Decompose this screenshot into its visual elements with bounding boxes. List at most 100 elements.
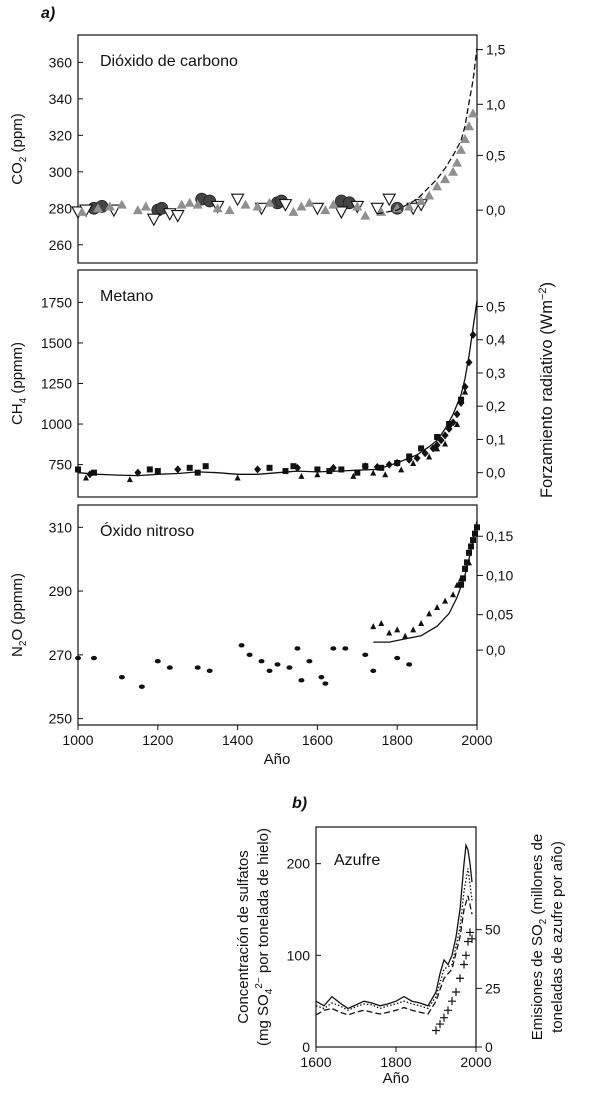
radiative-forcing-label: Forzamiento radiativo (Wm−2)	[537, 282, 556, 498]
right-tick-label-ch4: 0,3	[486, 365, 506, 381]
point-n2o-dots	[362, 652, 369, 658]
point-ch4-triangles	[350, 472, 357, 479]
left-tick-label-co2: 260	[49, 237, 73, 253]
point-sulfur-emissions-crosses	[440, 1013, 448, 1022]
point-co2-grey-triangles	[184, 197, 195, 207]
point-n2o-dots	[406, 662, 413, 667]
point-ch4-squares	[154, 468, 161, 475]
point-n2o-triangles	[410, 626, 417, 633]
right-tick-label-co2: 1,5	[486, 42, 506, 58]
sulfate-ylabel-sup: 2−	[254, 977, 265, 989]
point-co2-grey-triangles	[416, 195, 427, 205]
point-ch4-diamonds	[457, 398, 465, 407]
right-tick-label-sulfur: 0	[485, 1039, 493, 1055]
ylabel-co2: CO2 (ppm)	[9, 113, 29, 184]
emissions-ylabel-line1: Emisiones de SO2 (millones de	[529, 834, 549, 1041]
point-ch4-diamonds	[254, 465, 262, 474]
point-n2o-squares	[460, 575, 467, 582]
right-tick-label-ch4: 0,5	[486, 298, 506, 314]
ylabel-main: CO	[9, 162, 26, 185]
point-co2-grey-triangles	[240, 199, 251, 209]
point-n2o-dots	[342, 646, 349, 651]
chart-co2: 260 280 300 320 340 360 0,0 0,5 1,0 1,5 Dióxido de…	[9, 34, 506, 264]
point-co2-grey-triangles	[448, 166, 459, 176]
panel-title-n2o: Óxido nitroso	[100, 521, 194, 540]
point-co2-grey-triangles	[176, 199, 187, 209]
point-ch4-triangles	[442, 440, 449, 447]
panel-a-label: a)	[41, 5, 55, 22]
point-co2-down-triangles	[278, 199, 293, 212]
left-tick-label-ch4: 1250	[41, 376, 72, 392]
point-co2-grey-triangles	[140, 201, 151, 211]
point-co2-grey-triangles	[440, 174, 451, 184]
point-n2o-squares	[474, 524, 480, 531]
point-co2-grey-triangles	[104, 201, 115, 211]
series-line-sulfur-dashed	[315, 895, 473, 1016]
point-co2-grey-triangles	[460, 133, 471, 143]
right-tick-label-ch4: 0,2	[486, 398, 506, 414]
point-n2o-dots	[266, 668, 273, 673]
point-co2-grey-triangles	[452, 157, 463, 167]
point-ch4-triangles	[298, 472, 305, 479]
left-tick-label-ch4: 1000	[41, 416, 72, 432]
point-co2-grey-triangles	[352, 201, 363, 211]
point-co2-down-triangles	[230, 193, 245, 207]
point-co2-grey-triangles	[432, 181, 443, 191]
point-n2o-dots	[330, 646, 337, 651]
point-ch4-diamonds	[465, 358, 473, 367]
sulfate-ylabel-part: (mg SO	[255, 994, 272, 1046]
emissions-ylabel-part: Emisiones de SO	[529, 924, 546, 1040]
point-co2-grey-triangles	[92, 203, 103, 213]
point-n2o-dots	[154, 659, 161, 664]
point-n2o-dots	[90, 655, 97, 661]
point-ch4-triangles	[126, 476, 133, 483]
ylabel-sub: 4	[18, 397, 29, 403]
point-ch4-triangles	[82, 474, 89, 481]
point-ch4-squares	[354, 469, 361, 476]
left-tick-label-ch4: 1750	[41, 294, 72, 310]
emissions-ylabel-line2: toneladas de azufre por año)	[549, 841, 566, 1033]
right-tick-label-co2: 0,5	[486, 147, 506, 163]
point-sulfur-emissions-crosses	[468, 934, 476, 943]
point-ch4-triangles	[370, 469, 377, 476]
panel-title-ch4: Metano	[100, 288, 153, 305]
point-co2-grey-triangles	[392, 203, 403, 213]
point-ch4-squares	[186, 464, 193, 471]
point-ch4-triangles	[314, 471, 321, 478]
point-n2o-triangles	[434, 604, 441, 611]
right-tick-label-co2: 0,0	[486, 202, 506, 218]
point-co2-grey-triangles	[116, 199, 127, 209]
series-line-sulfur-dotted	[315, 868, 473, 1012]
x-tick-label-n2o: 2000	[461, 732, 492, 748]
point-co2-grey-triangles	[360, 210, 371, 220]
point-n2o-dots	[75, 655, 81, 661]
point-n2o-triangles	[450, 591, 457, 598]
point-ch4-triangles	[454, 421, 461, 428]
emissions-ylabel-part: (millones de	[529, 834, 546, 919]
point-co2-down-triangles	[382, 193, 397, 207]
radiative-forcing-text: Forzamiento radiativo (Wm	[538, 300, 556, 498]
sulfate-ylabel-sub: 4	[264, 988, 275, 994]
point-n2o-dots	[194, 665, 201, 670]
chart-ch4: 750 1000 1250 1500 1750 0,0 0,1 0,2 0,3 0,4 0,5 Met…	[9, 269, 506, 498]
point-n2o-triangles	[370, 623, 377, 630]
point-n2o-dots	[238, 643, 245, 648]
point-sulfur-emissions-crosses	[436, 1020, 444, 1029]
point-n2o-dots	[286, 665, 293, 670]
point-sulfur-emissions-crosses	[432, 1026, 440, 1035]
point-co2-grey-triangles	[464, 121, 475, 131]
point-co2-grey-triangles	[320, 205, 331, 215]
point-n2o-dots	[298, 678, 305, 683]
panel-b-label: b)	[292, 795, 307, 812]
point-ch4-diamonds	[329, 463, 337, 472]
series-line-ch4-fit-line	[77, 300, 478, 477]
point-co2-down-triangles	[170, 210, 185, 223]
right-tick-label-co2: 1,0	[486, 96, 506, 112]
ylabel-main: N	[9, 646, 26, 657]
point-ch4-squares	[202, 463, 209, 470]
point-co2-grey-triangles	[296, 201, 307, 211]
series-line-sulfur-solid	[315, 842, 473, 1010]
right-tick-label-n2o: 0,15	[486, 528, 513, 544]
point-n2o-dots	[274, 662, 281, 667]
